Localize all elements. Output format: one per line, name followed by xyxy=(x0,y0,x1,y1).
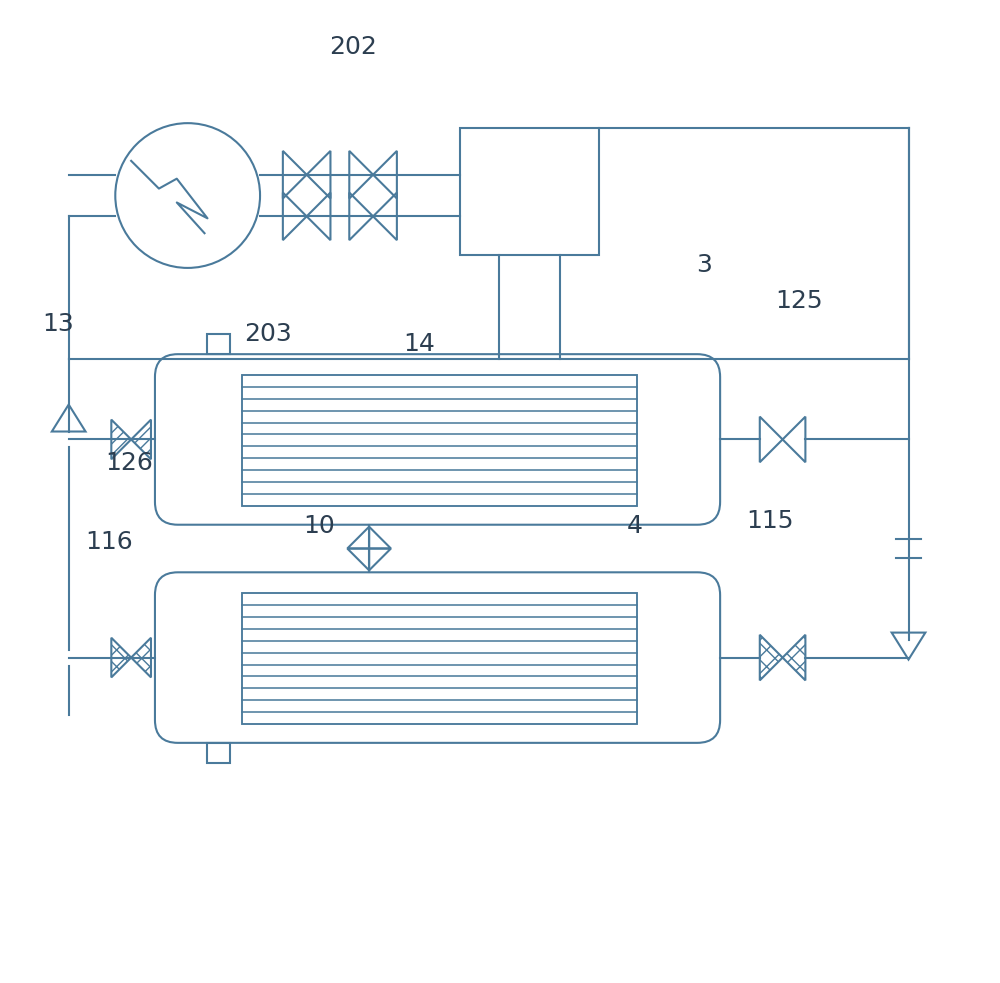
Text: 13: 13 xyxy=(42,313,74,336)
Text: 3: 3 xyxy=(696,253,712,277)
Bar xyxy=(207,334,230,354)
Text: 202: 202 xyxy=(329,34,377,59)
Text: 4: 4 xyxy=(627,513,643,538)
Text: 125: 125 xyxy=(776,289,823,313)
Text: 203: 203 xyxy=(244,322,292,346)
Text: 115: 115 xyxy=(746,508,793,533)
Text: 116: 116 xyxy=(86,531,133,554)
Bar xyxy=(207,743,230,763)
Bar xyxy=(460,128,599,255)
Text: 10: 10 xyxy=(304,513,335,538)
Bar xyxy=(242,375,637,506)
Text: 14: 14 xyxy=(403,332,435,356)
Text: 126: 126 xyxy=(105,451,153,475)
Bar xyxy=(242,593,637,724)
